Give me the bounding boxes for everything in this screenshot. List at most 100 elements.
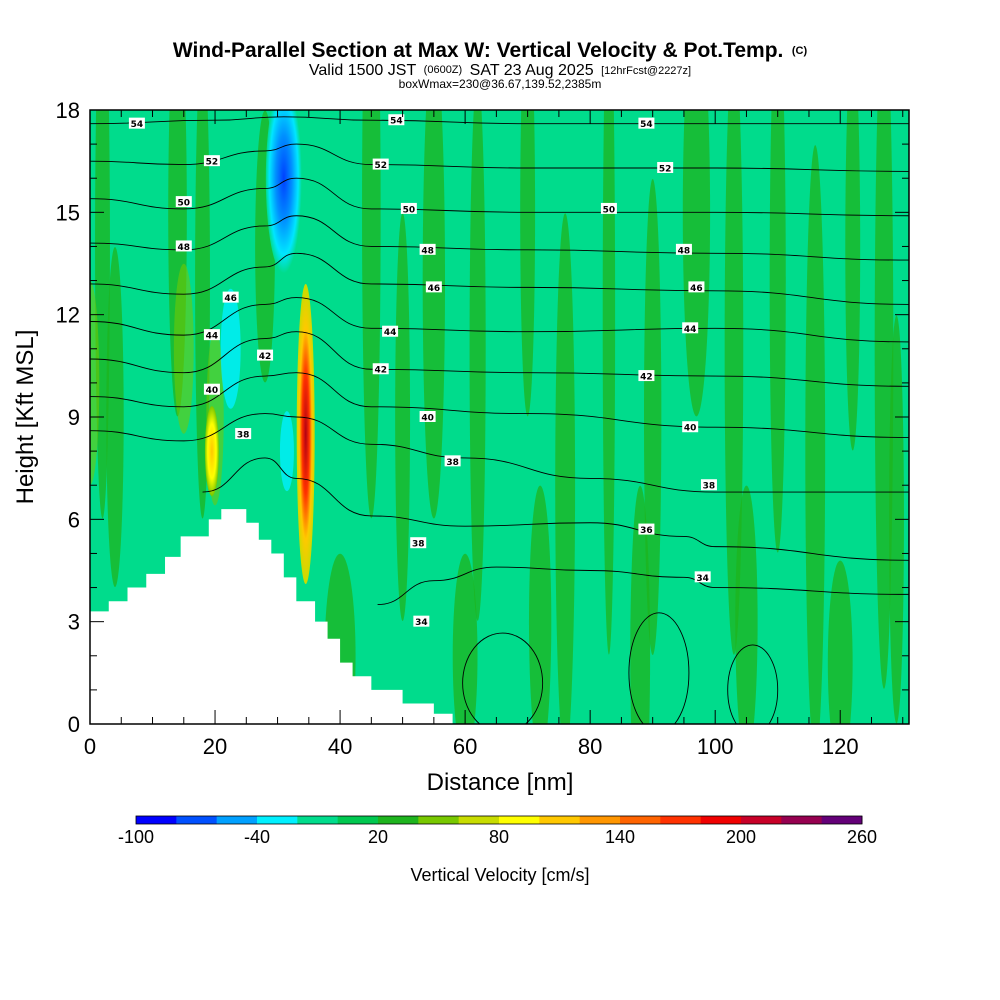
contour-label-box	[675, 243, 692, 255]
contour-label-box	[400, 202, 417, 214]
contour-label: 52	[372, 158, 389, 171]
contour-label-text: 44	[206, 332, 219, 342]
contour-label: 46	[222, 291, 239, 304]
contour-label: 54	[638, 117, 655, 130]
contour-label-box	[175, 196, 192, 208]
contour-label: 40	[682, 421, 699, 434]
contour-label-box	[203, 383, 220, 395]
x-tick-label: 20	[203, 734, 227, 759]
contour-label-text: 46	[690, 284, 703, 294]
colorbar-swatch	[700, 816, 742, 824]
downdraft-upper	[265, 110, 302, 274]
contour-label-text: 54	[640, 120, 653, 130]
contour-label-box	[638, 117, 655, 129]
contour-label-text: 40	[421, 414, 434, 424]
x-tick-label: 40	[328, 734, 352, 759]
contour-label-text: 38	[412, 540, 425, 550]
contour-label-box	[235, 428, 252, 440]
contour-label-text: 44	[384, 328, 397, 338]
colorbar-label: 200	[726, 827, 756, 847]
theta-contour-40	[90, 372, 909, 438]
contour-label-box	[638, 370, 655, 382]
velocity-streak	[528, 485, 552, 724]
velocity-field	[90, 110, 904, 724]
contour-label: 54	[128, 117, 145, 130]
colorbar-label: 80	[489, 827, 509, 847]
contour-label-text: 34	[696, 574, 709, 584]
velocity-streak	[805, 145, 826, 724]
contour-label-box	[700, 479, 717, 491]
theta-contour-34	[377, 566, 909, 606]
contour-label: 38	[235, 428, 252, 441]
theta-contour-36	[202, 457, 909, 561]
colorbar-label: -40	[244, 827, 270, 847]
contour-label-box	[175, 240, 192, 252]
contour-label-box	[413, 615, 430, 627]
contour-label: 48	[419, 243, 436, 256]
theta-contour-loop	[462, 632, 544, 724]
colorbar-swatch	[539, 816, 581, 824]
contour-label-box	[444, 455, 461, 467]
velocity-streak	[682, 110, 711, 417]
velocity-streak	[827, 560, 853, 724]
contour-label: 48	[675, 243, 692, 256]
contour-label: 42	[372, 363, 389, 376]
colorbar-swatch	[136, 816, 177, 824]
colorbar-label: 20	[368, 827, 388, 847]
y-axis-title: Height [Kft MSL]	[12, 330, 39, 505]
contour-label-text: 42	[640, 373, 653, 383]
contour-label-text: 42	[374, 366, 387, 376]
velocity-streak	[643, 179, 662, 655]
contour-label-text: 46	[224, 294, 237, 304]
contour-label-box	[203, 155, 220, 167]
velocity-streak	[195, 110, 210, 519]
contour-label-box	[410, 537, 427, 549]
contour-label-text: 46	[428, 284, 441, 294]
velocity-streak	[735, 485, 758, 724]
contour-label-text: 54	[390, 117, 403, 127]
colorbar-swatch	[741, 816, 782, 824]
theta-contour-46	[90, 252, 909, 305]
contour-label-text: 52	[374, 161, 387, 171]
theta-contour-loop	[628, 612, 690, 724]
x-axis-title: Distance [nm]	[427, 769, 574, 796]
contour-label-text: 42	[259, 352, 272, 362]
contour-label-text: 44	[684, 325, 697, 335]
contour-label: 38	[444, 455, 461, 468]
velocity-streak	[106, 247, 124, 587]
updraft-core	[296, 284, 315, 585]
contour-label-text: 36	[640, 526, 653, 536]
velocity-streak	[630, 485, 651, 724]
contour-label: 44	[203, 329, 220, 342]
y-tick-label: 12	[56, 303, 80, 328]
contour-label-text: 38	[237, 431, 250, 441]
contour-label: 34	[413, 615, 430, 628]
contour-label-text: 48	[421, 246, 434, 256]
contour-label-text: 40	[206, 386, 219, 396]
contour-label-box	[600, 202, 617, 214]
contour-label-box	[128, 117, 145, 129]
title-block: Wind-Parallel Section at Max W: Vertical…	[173, 39, 808, 91]
contour-label-box	[419, 411, 436, 422]
colorbar-swatch	[458, 816, 500, 824]
y-tick-label: 9	[68, 405, 80, 430]
contour-labels: 54 54 54 52 52 52 50 50 50 48 48 48 46 46 46 44 44 44 42 42…	[128, 114, 717, 628]
theta-contour-38	[90, 413, 909, 493]
velocity-streak	[555, 213, 576, 724]
colorbar-label: 260	[847, 827, 877, 847]
contour-label-text: 38	[446, 458, 459, 468]
title-box-info: boxWmax=230@36.67,139.52,2385m	[399, 77, 602, 91]
velocity-weak-updraft	[173, 263, 194, 434]
contour-label-text: 34	[415, 618, 428, 628]
velocity-streak	[769, 110, 786, 553]
colorbar-swatch	[176, 816, 218, 824]
contour-label-box	[694, 571, 711, 583]
contour-label-box	[203, 329, 220, 341]
contour-label-text: 48	[178, 243, 191, 253]
theta-contour-50	[90, 177, 909, 217]
downdraft-west	[220, 288, 241, 409]
colorbar-swatch	[378, 816, 419, 824]
x-tick-label: 80	[578, 734, 602, 759]
